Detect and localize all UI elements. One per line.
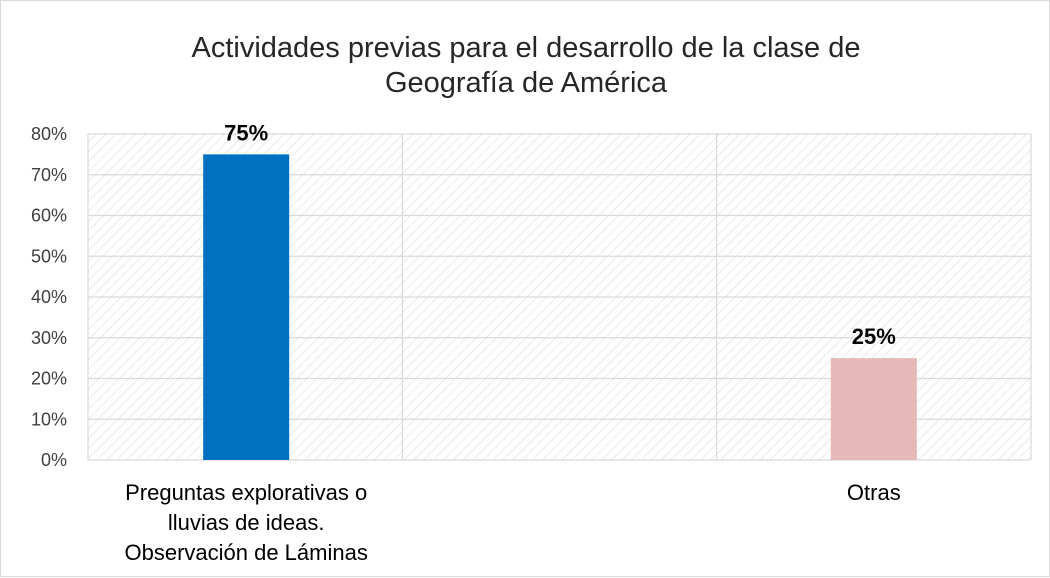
category-label-2: Otras [847,480,901,505]
y-tick-label: 20% [31,369,67,389]
y-tick-label: 60% [31,206,67,226]
bars [203,154,917,460]
bar-1 [203,154,290,460]
chart-title-line: Geografía de América [385,67,668,99]
chart-title-line: Actividades previas para el desarrollo d… [192,32,861,64]
y-tick-label: 0% [41,450,67,470]
data-label-2: 25% [852,324,896,349]
y-tick-label: 50% [31,246,67,266]
y-tick-label: 80% [31,124,67,144]
y-tick-label: 10% [31,409,67,429]
y-tick-label: 30% [31,328,67,348]
category-label-line: lluvias de ideas. [168,510,325,535]
category-label-line: Preguntas explorativas o [125,480,367,505]
category-label-line: Observación de Láminas [124,540,367,565]
chart-title: Actividades previas para el desarrollo d… [192,32,861,99]
data-labels: 75% 25% [224,120,896,349]
y-axis-ticks: 0% 10% 20% 30% 40% 50% 60% 70% 80% [31,124,67,470]
bar-2 [830,358,917,460]
category-label-line: Otras [847,480,901,505]
y-tick-label: 70% [31,165,67,185]
x-axis-categories: Preguntas explorativas o lluvias de ideas… [124,480,900,565]
data-label-1: 75% [224,120,268,145]
category-label-1: Preguntas explorativas o lluvias de ideas… [124,480,367,565]
y-tick-label: 40% [31,287,67,307]
